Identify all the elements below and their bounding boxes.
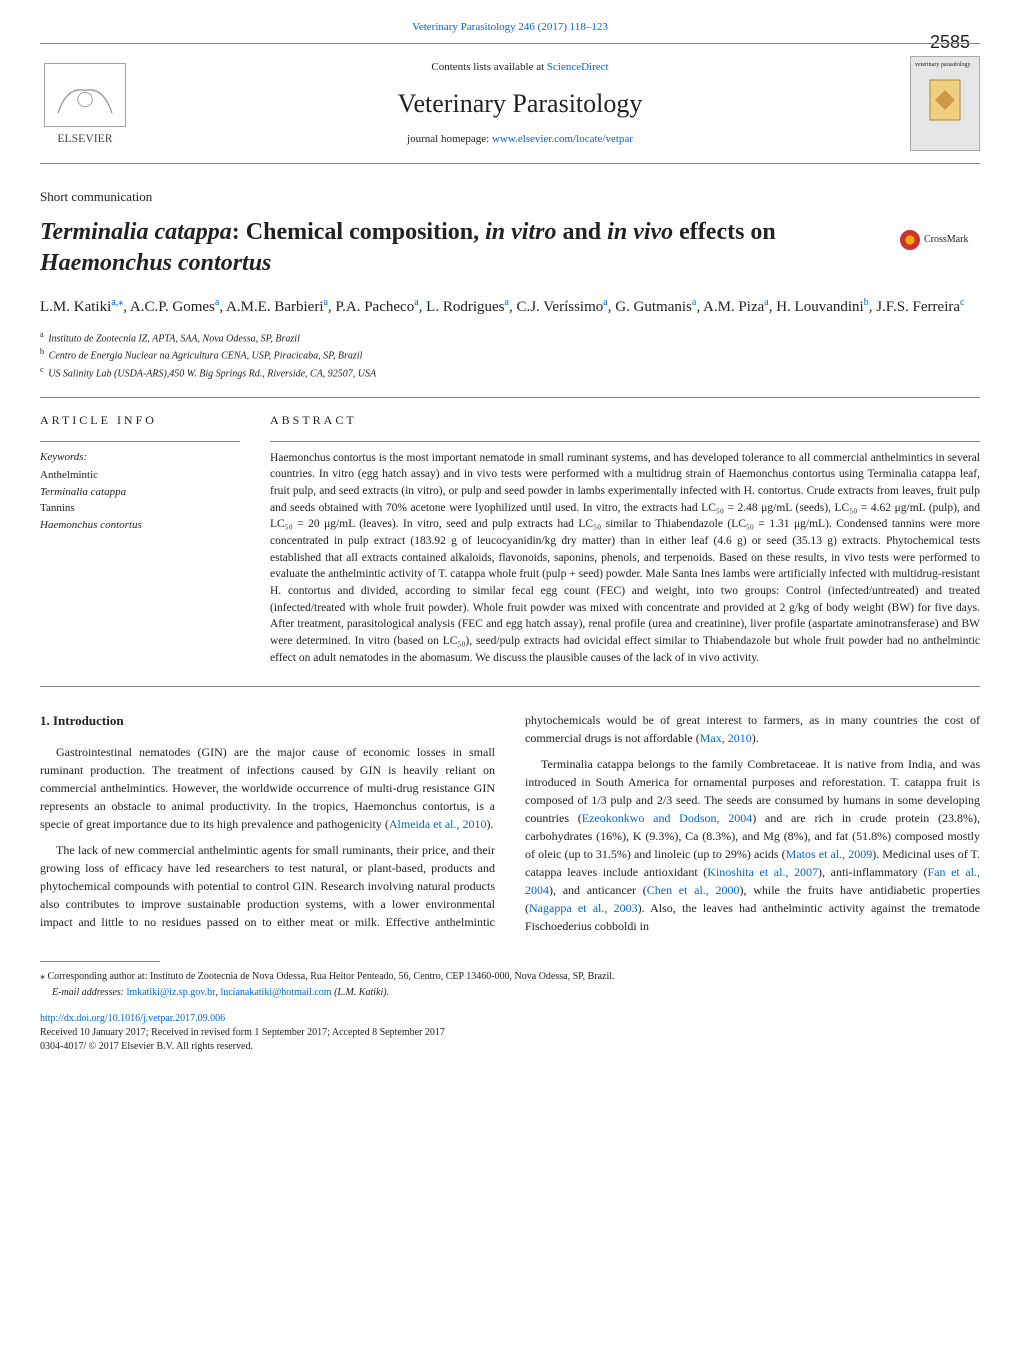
abstract-text: Haemonchus contortus is the most importa… — [270, 450, 980, 667]
authors-list: L.M. Katikia,⁎, A.C.P. Gomesa, A.M.E. Ba… — [40, 295, 980, 319]
introduction-section: 1. Introduction Gastrointestinal nematod… — [40, 711, 980, 937]
email-2[interactable]: lucianakatiki@hotmail.com — [220, 987, 331, 998]
cover-label: veterinary parasitology — [915, 61, 975, 69]
author-1: L.M. Katiki — [40, 299, 111, 315]
title-part-7: Haemonchus contortus — [40, 250, 271, 276]
author-1-affil[interactable]: a,⁎ — [111, 297, 123, 308]
abstract-section: ABSTRACT Haemonchus contortus is the mos… — [270, 412, 980, 667]
title-part-2: : Chemical composition, — [232, 219, 485, 245]
author-10: , J.F.S. Ferreira — [869, 299, 960, 315]
divider — [40, 397, 980, 398]
author-7: , G. Gutmanis — [608, 299, 692, 315]
affiliations: a Instituto de Zootecnia IZ, APTA, SAA, … — [40, 329, 980, 381]
author-4: , P.A. Pacheco — [328, 299, 414, 315]
email-line: E-mail addresses: lmkatiki@iz.sp.gov.br,… — [40, 986, 980, 1000]
cite-kinoshita[interactable]: Kinoshita et al., 2007 — [707, 865, 818, 879]
journal-homepage: journal homepage: www.elsevier.com/locat… — [150, 132, 890, 147]
crossmark-icon — [900, 230, 920, 250]
article-info-section: ARTICLE INFO Keywords: Anthelmintic Term… — [40, 412, 240, 667]
keywords-list: Anthelmintic Terminalia catappa Tannins … — [40, 467, 240, 533]
journal-header: ELSEVIER Contents lists available at Sci… — [40, 43, 980, 164]
abstract-heading: ABSTRACT — [270, 412, 980, 429]
keyword-2: Terminalia catappa — [40, 484, 240, 501]
corresponding-author-note: ⁎ Corresponding author at: Instituto de … — [40, 970, 980, 984]
journal-cover-thumbnail: veterinary parasitology — [910, 56, 980, 151]
keyword-1: Anthelmintic — [40, 467, 240, 484]
svg-text:ELSEVIER: ELSEVIER — [57, 132, 112, 145]
homepage-link[interactable]: www.elsevier.com/locate/vetpar — [492, 133, 633, 145]
article-info-heading: ARTICLE INFO — [40, 412, 240, 429]
contents-prefix: Contents lists available at — [431, 61, 546, 73]
author-9: , H. Louvandini — [769, 299, 864, 315]
affiliation-c: US Salinity Lab (USDA-ARS),450 W. Big Sp… — [48, 368, 376, 379]
crossmark-badge[interactable]: CrossMark — [900, 225, 980, 255]
crossmark-label: CrossMark — [924, 233, 968, 247]
journal-title: Veterinary Parasitology — [150, 86, 890, 122]
doi-link[interactable]: http://dx.doi.org/10.1016/j.vetpar.2017.… — [40, 1013, 225, 1024]
article-title: Terminalia catappa: Chemical composition… — [40, 217, 980, 279]
elsevier-logo: ELSEVIER — [40, 59, 130, 149]
author-10-affil[interactable]: c — [960, 297, 964, 308]
footer-divider — [40, 961, 160, 962]
doi-line: http://dx.doi.org/10.1016/j.vetpar.2017.… — [40, 1012, 980, 1026]
title-part-3: in vitro — [485, 219, 556, 245]
cite-ezeokonkwo[interactable]: Ezeokonkwo and Dodson, 2004 — [582, 811, 753, 825]
keyword-3: Tannins — [40, 500, 240, 517]
intro-p1: Gastrointestinal nematodes (GIN) are the… — [40, 743, 495, 833]
cite-almeida[interactable]: Almeida et al., 2010 — [389, 817, 487, 831]
cite-nagappa[interactable]: Nagappa et al., 2003 — [529, 901, 638, 915]
title-part-1: Terminalia catappa — [40, 219, 232, 245]
email-label: E-mail addresses: — [52, 987, 127, 998]
title-part-4: and — [556, 219, 607, 245]
top-citation: Veterinary Parasitology 246 (2017) 118–1… — [40, 20, 980, 35]
keywords-label: Keywords: — [40, 450, 240, 465]
intro-p3: Terminalia catappa belongs to the family… — [525, 755, 980, 935]
keyword-4: Haemonchus contortus — [40, 517, 240, 534]
affiliation-a: Instituto de Zootecnia IZ, APTA, SAA, No… — [48, 333, 300, 344]
author-6: , C.J. Veríssimo — [509, 299, 603, 315]
affiliation-b: Centro de Energia Nuclear na Agricultura… — [49, 351, 363, 362]
received-line: Received 10 January 2017; Received in re… — [40, 1026, 980, 1040]
cite-matos[interactable]: Matos et al., 2009 — [786, 847, 873, 861]
title-part-5: in vivo — [607, 219, 673, 245]
cite-chen[interactable]: Chen et al., 2000 — [647, 883, 740, 897]
email-1[interactable]: lmkatiki@iz.sp.gov.br — [127, 987, 216, 998]
title-part-6: effects on — [673, 219, 776, 245]
sciencedirect-link[interactable]: ScienceDirect — [547, 61, 609, 73]
homepage-prefix: journal homepage: — [407, 133, 492, 145]
intro-heading: 1. Introduction — [40, 711, 495, 731]
author-8: , A.M. Piza — [696, 299, 764, 315]
author-5: , L. Rodrigues — [419, 299, 505, 315]
email-author: (L.M. Katiki). — [332, 987, 390, 998]
top-citation-link[interactable]: Veterinary Parasitology 246 (2017) 118–1… — [412, 21, 608, 33]
contents-line: Contents lists available at ScienceDirec… — [150, 60, 890, 75]
copyright-line: 0304-4017/ © 2017 Elsevier B.V. All righ… — [40, 1040, 980, 1054]
section-type: Short communication — [40, 188, 980, 206]
author-3: , A.M.E. Barbieri — [219, 299, 323, 315]
cite-max[interactable]: Max, 2010 — [700, 731, 752, 745]
author-2: , A.C.P. Gomes — [123, 299, 215, 315]
